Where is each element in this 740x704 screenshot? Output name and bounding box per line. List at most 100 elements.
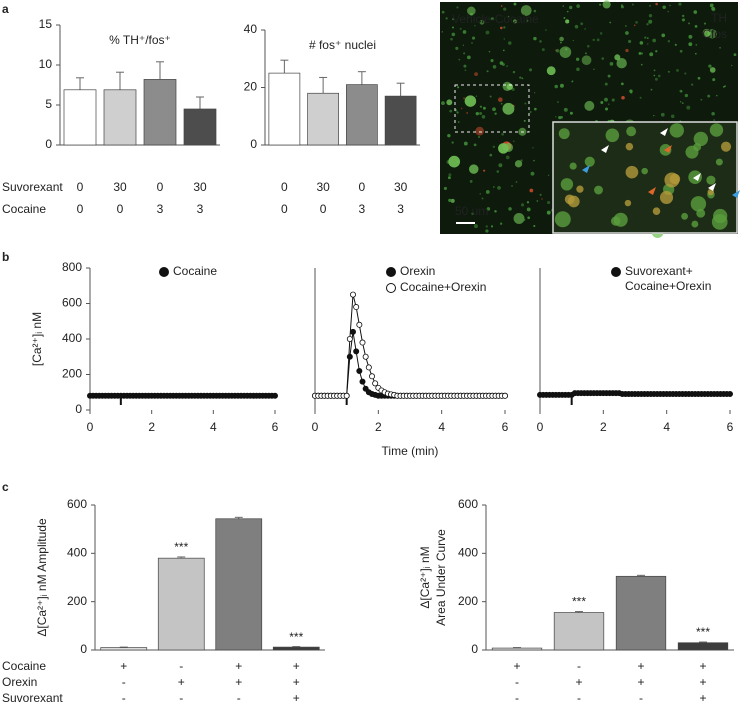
- row-value: 0: [157, 180, 164, 194]
- legend-label: Cocaine: [173, 264, 218, 278]
- speckle: [529, 111, 532, 114]
- speckle: [563, 17, 566, 19]
- speckle: [490, 17, 494, 21]
- speckle: [723, 86, 725, 88]
- row-value: -: [122, 691, 126, 704]
- x-tick-label: 0: [87, 420, 94, 434]
- speckle: [657, 74, 661, 78]
- legend-marker: [386, 283, 396, 293]
- speckle: [448, 155, 461, 168]
- row-value: +: [120, 659, 127, 673]
- speckle: [456, 111, 459, 114]
- speckle: [702, 28, 711, 37]
- cell: [709, 123, 724, 137]
- legend-label: Suvorexant+ Cocaine+Orexin: [625, 264, 712, 293]
- speckle: [644, 36, 647, 39]
- speckle: [481, 114, 486, 119]
- row-value: 0: [281, 180, 288, 194]
- data-point: [359, 378, 366, 385]
- speckle: [523, 219, 526, 221]
- speckle: [526, 201, 530, 204]
- y-tick-label: 0: [75, 402, 82, 416]
- bar: [100, 647, 148, 651]
- speckle: [621, 95, 625, 100]
- row-value: -: [122, 675, 126, 689]
- x-tick-label: 6: [502, 420, 509, 434]
- speckle: [474, 72, 478, 77]
- speckle: [478, 136, 480, 138]
- row-label: Orexin: [2, 675, 37, 689]
- speckle: [667, 40, 671, 43]
- speckle: [559, 83, 564, 88]
- speckle: [456, 6, 459, 9]
- speckle: [608, 103, 610, 105]
- speckle: [502, 49, 505, 52]
- speckle: [512, 19, 518, 24]
- speckle: [503, 26, 506, 29]
- inset-source: [454, 84, 530, 133]
- speckle: [506, 83, 514, 90]
- speckle: [475, 126, 484, 136]
- speckle: [700, 98, 703, 101]
- speckle: [576, 4, 580, 8]
- speckle: [458, 121, 460, 123]
- cell: [690, 196, 707, 212]
- chart-title: # fos⁺ nuclei: [309, 38, 376, 52]
- speckle: [463, 64, 467, 68]
- speckle: [506, 65, 508, 67]
- cell: [706, 175, 716, 185]
- cell: [685, 145, 699, 159]
- data-point: [349, 291, 356, 298]
- speckle: [512, 70, 516, 74]
- cell: [576, 185, 584, 193]
- speckle: [624, 25, 627, 27]
- speckle: [500, 102, 503, 105]
- row-value: +: [293, 691, 300, 704]
- speckle: [458, 58, 461, 61]
- speckle: [521, 77, 524, 80]
- speckle: [649, 52, 654, 57]
- row-value: +: [293, 675, 300, 689]
- x-tick-label: 2: [375, 420, 382, 434]
- speckle: [724, 85, 726, 87]
- legend-label: Orexin: [400, 264, 436, 278]
- speckle: [669, 4, 671, 7]
- speckle: [653, 69, 656, 72]
- row-value: -: [577, 659, 581, 673]
- speckle: [581, 55, 592, 66]
- row-value: +: [575, 675, 582, 689]
- cell: [554, 211, 571, 228]
- data-point: [346, 353, 353, 360]
- arrow: [582, 165, 590, 173]
- speckle: [640, 63, 643, 66]
- speckle: [463, 52, 466, 55]
- speckle: [625, 48, 629, 53]
- speckle: [646, 23, 649, 26]
- speckle: [526, 207, 531, 212]
- speckle: [486, 70, 489, 73]
- row-value: 0: [117, 202, 124, 216]
- y-tick-label: 10: [39, 57, 53, 71]
- speckle: [712, 78, 716, 82]
- legend-marker: [386, 267, 396, 277]
- row-value: +: [699, 691, 706, 704]
- speckle: [541, 198, 543, 200]
- speckle: [462, 30, 467, 34]
- speckle: [638, 52, 642, 55]
- speckle: [496, 170, 500, 173]
- speckle: [527, 216, 531, 220]
- cell: [711, 214, 728, 230]
- x-axis-label: Time (min): [382, 444, 439, 458]
- speckle: [513, 2, 517, 6]
- speckle: [514, 160, 523, 168]
- speckle: [628, 39, 632, 44]
- cell: [605, 128, 620, 143]
- cell: [669, 173, 681, 185]
- bar: [553, 612, 605, 651]
- row-value: -: [577, 691, 581, 704]
- image-label: Vehicle-Cocaine: [452, 12, 539, 26]
- speckle: [459, 27, 462, 30]
- speckle: [646, 37, 649, 39]
- speckle: [660, 112, 665, 117]
